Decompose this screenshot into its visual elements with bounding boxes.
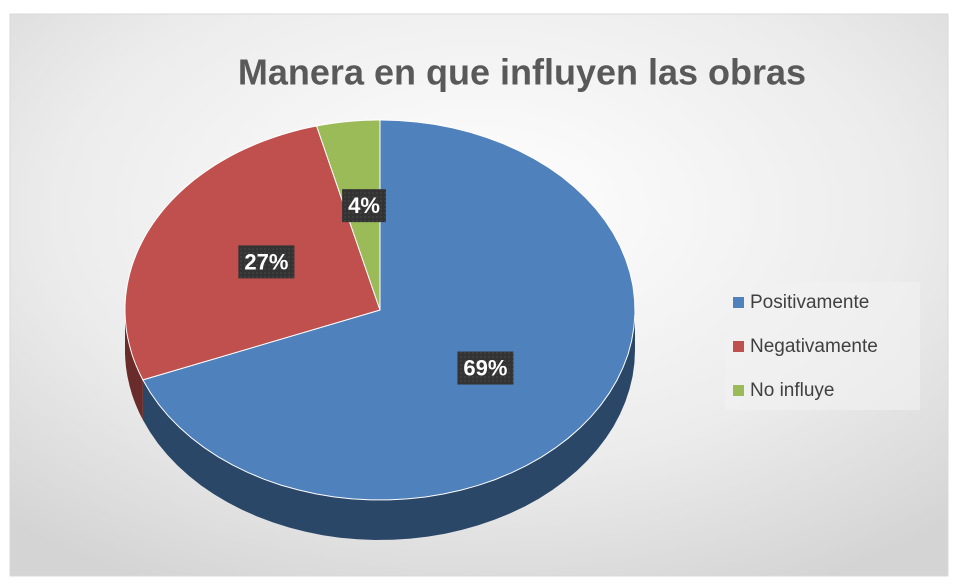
slice-side — [142, 310, 635, 540]
legend-background — [725, 282, 920, 410]
slice-side — [125, 310, 143, 420]
legend-label: No influye — [750, 380, 835, 401]
legend-swatch — [733, 385, 744, 396]
data-label-box — [457, 351, 514, 385]
legend: Positivamente Negativamente No influye — [725, 282, 920, 410]
data-label: 69% — [463, 356, 507, 381]
data-label-box — [342, 189, 386, 223]
data-label: 27% — [244, 249, 288, 274]
slice — [142, 119, 636, 501]
pie: 69% 27% 4% — [124, 119, 636, 540]
legend-label: Positivamente — [750, 292, 869, 313]
data-label-box — [238, 245, 295, 279]
legend-label: Negativamente — [750, 336, 878, 357]
legend-swatch — [733, 341, 744, 352]
data-label: 4% — [348, 193, 380, 218]
chart-title: Manera en que influyen las obras — [238, 52, 806, 93]
legend-swatch — [733, 297, 744, 308]
